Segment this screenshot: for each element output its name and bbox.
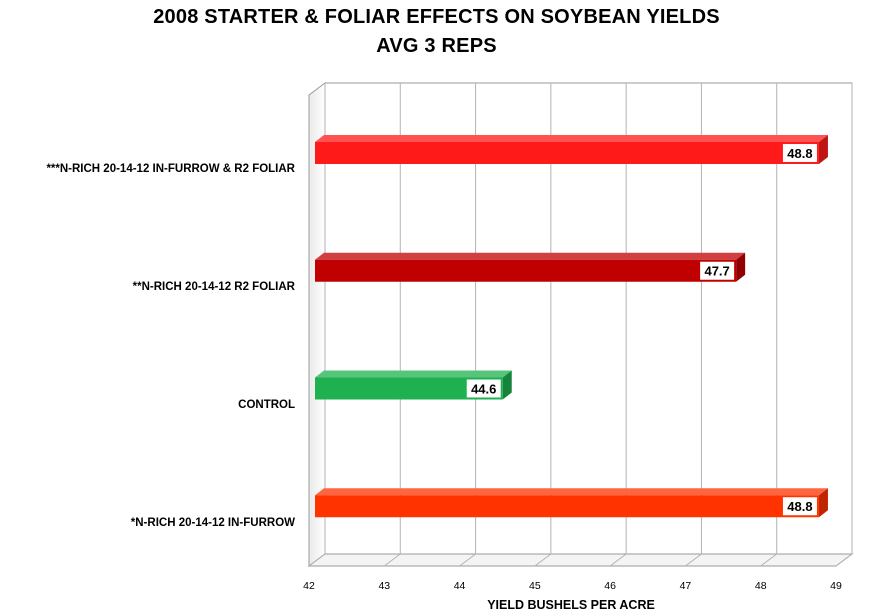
floor-gridline bbox=[685, 553, 702, 567]
bar bbox=[315, 495, 819, 518]
bar bbox=[315, 377, 503, 400]
x-tick-label: 47 bbox=[679, 580, 692, 592]
x-tick-label: 49 bbox=[830, 580, 842, 592]
x-tick-label: 45 bbox=[529, 580, 541, 592]
x-tick-label: 44 bbox=[453, 580, 466, 592]
category-label: *N-RICH 20-14-12 IN-FURROW bbox=[130, 516, 295, 529]
bar-top-face bbox=[315, 134, 828, 142]
bar-end-face bbox=[502, 370, 512, 400]
floor-gridline bbox=[534, 553, 552, 567]
data-label: 47.7 bbox=[704, 264, 729, 279]
floor-gridline bbox=[308, 553, 326, 567]
floor-gridline bbox=[609, 553, 627, 567]
x-axis-label: YIELD BUSHELS PER ACRE bbox=[487, 598, 655, 612]
category-label: ***N-RICH 20-14-12 IN-FURROW & R2 FOLIAR bbox=[46, 163, 295, 176]
bar bbox=[315, 259, 737, 282]
chart-title: 2008 STARTER & FOLIAR EFFECTS ON SOYBEAN… bbox=[153, 6, 720, 28]
floor-gridline bbox=[383, 553, 401, 567]
x-tick-label: 42 bbox=[303, 580, 315, 592]
bar-top-face bbox=[315, 488, 828, 496]
bar-end-face bbox=[818, 488, 828, 518]
bar-end-face bbox=[736, 252, 746, 282]
data-label: 48.8 bbox=[787, 499, 812, 514]
x-tick-label: 48 bbox=[754, 580, 767, 592]
data-label-box bbox=[700, 261, 735, 280]
bar-top-face bbox=[315, 252, 746, 260]
bar bbox=[315, 141, 819, 164]
data-label-box bbox=[782, 143, 817, 162]
category-label: CONTROL bbox=[238, 398, 295, 411]
data-label: 48.8 bbox=[787, 146, 812, 161]
floor-gridline bbox=[835, 553, 853, 567]
category-label: **N-RICH 20-14-12 R2 FOLIAR bbox=[132, 281, 295, 294]
bar-top-face bbox=[315, 370, 512, 378]
floor-gridline bbox=[760, 553, 778, 567]
x-tick-label: 43 bbox=[378, 580, 391, 592]
bar-end-face bbox=[818, 134, 828, 164]
floor-gridline bbox=[459, 553, 476, 567]
x-tick-label: 46 bbox=[604, 580, 616, 592]
data-label-box bbox=[782, 497, 817, 516]
data-label: 44.6 bbox=[471, 381, 496, 396]
data-label-box bbox=[466, 379, 501, 398]
chart-subtitle: AVG 3 REPS bbox=[376, 35, 497, 57]
plot-floor bbox=[307, 553, 854, 567]
